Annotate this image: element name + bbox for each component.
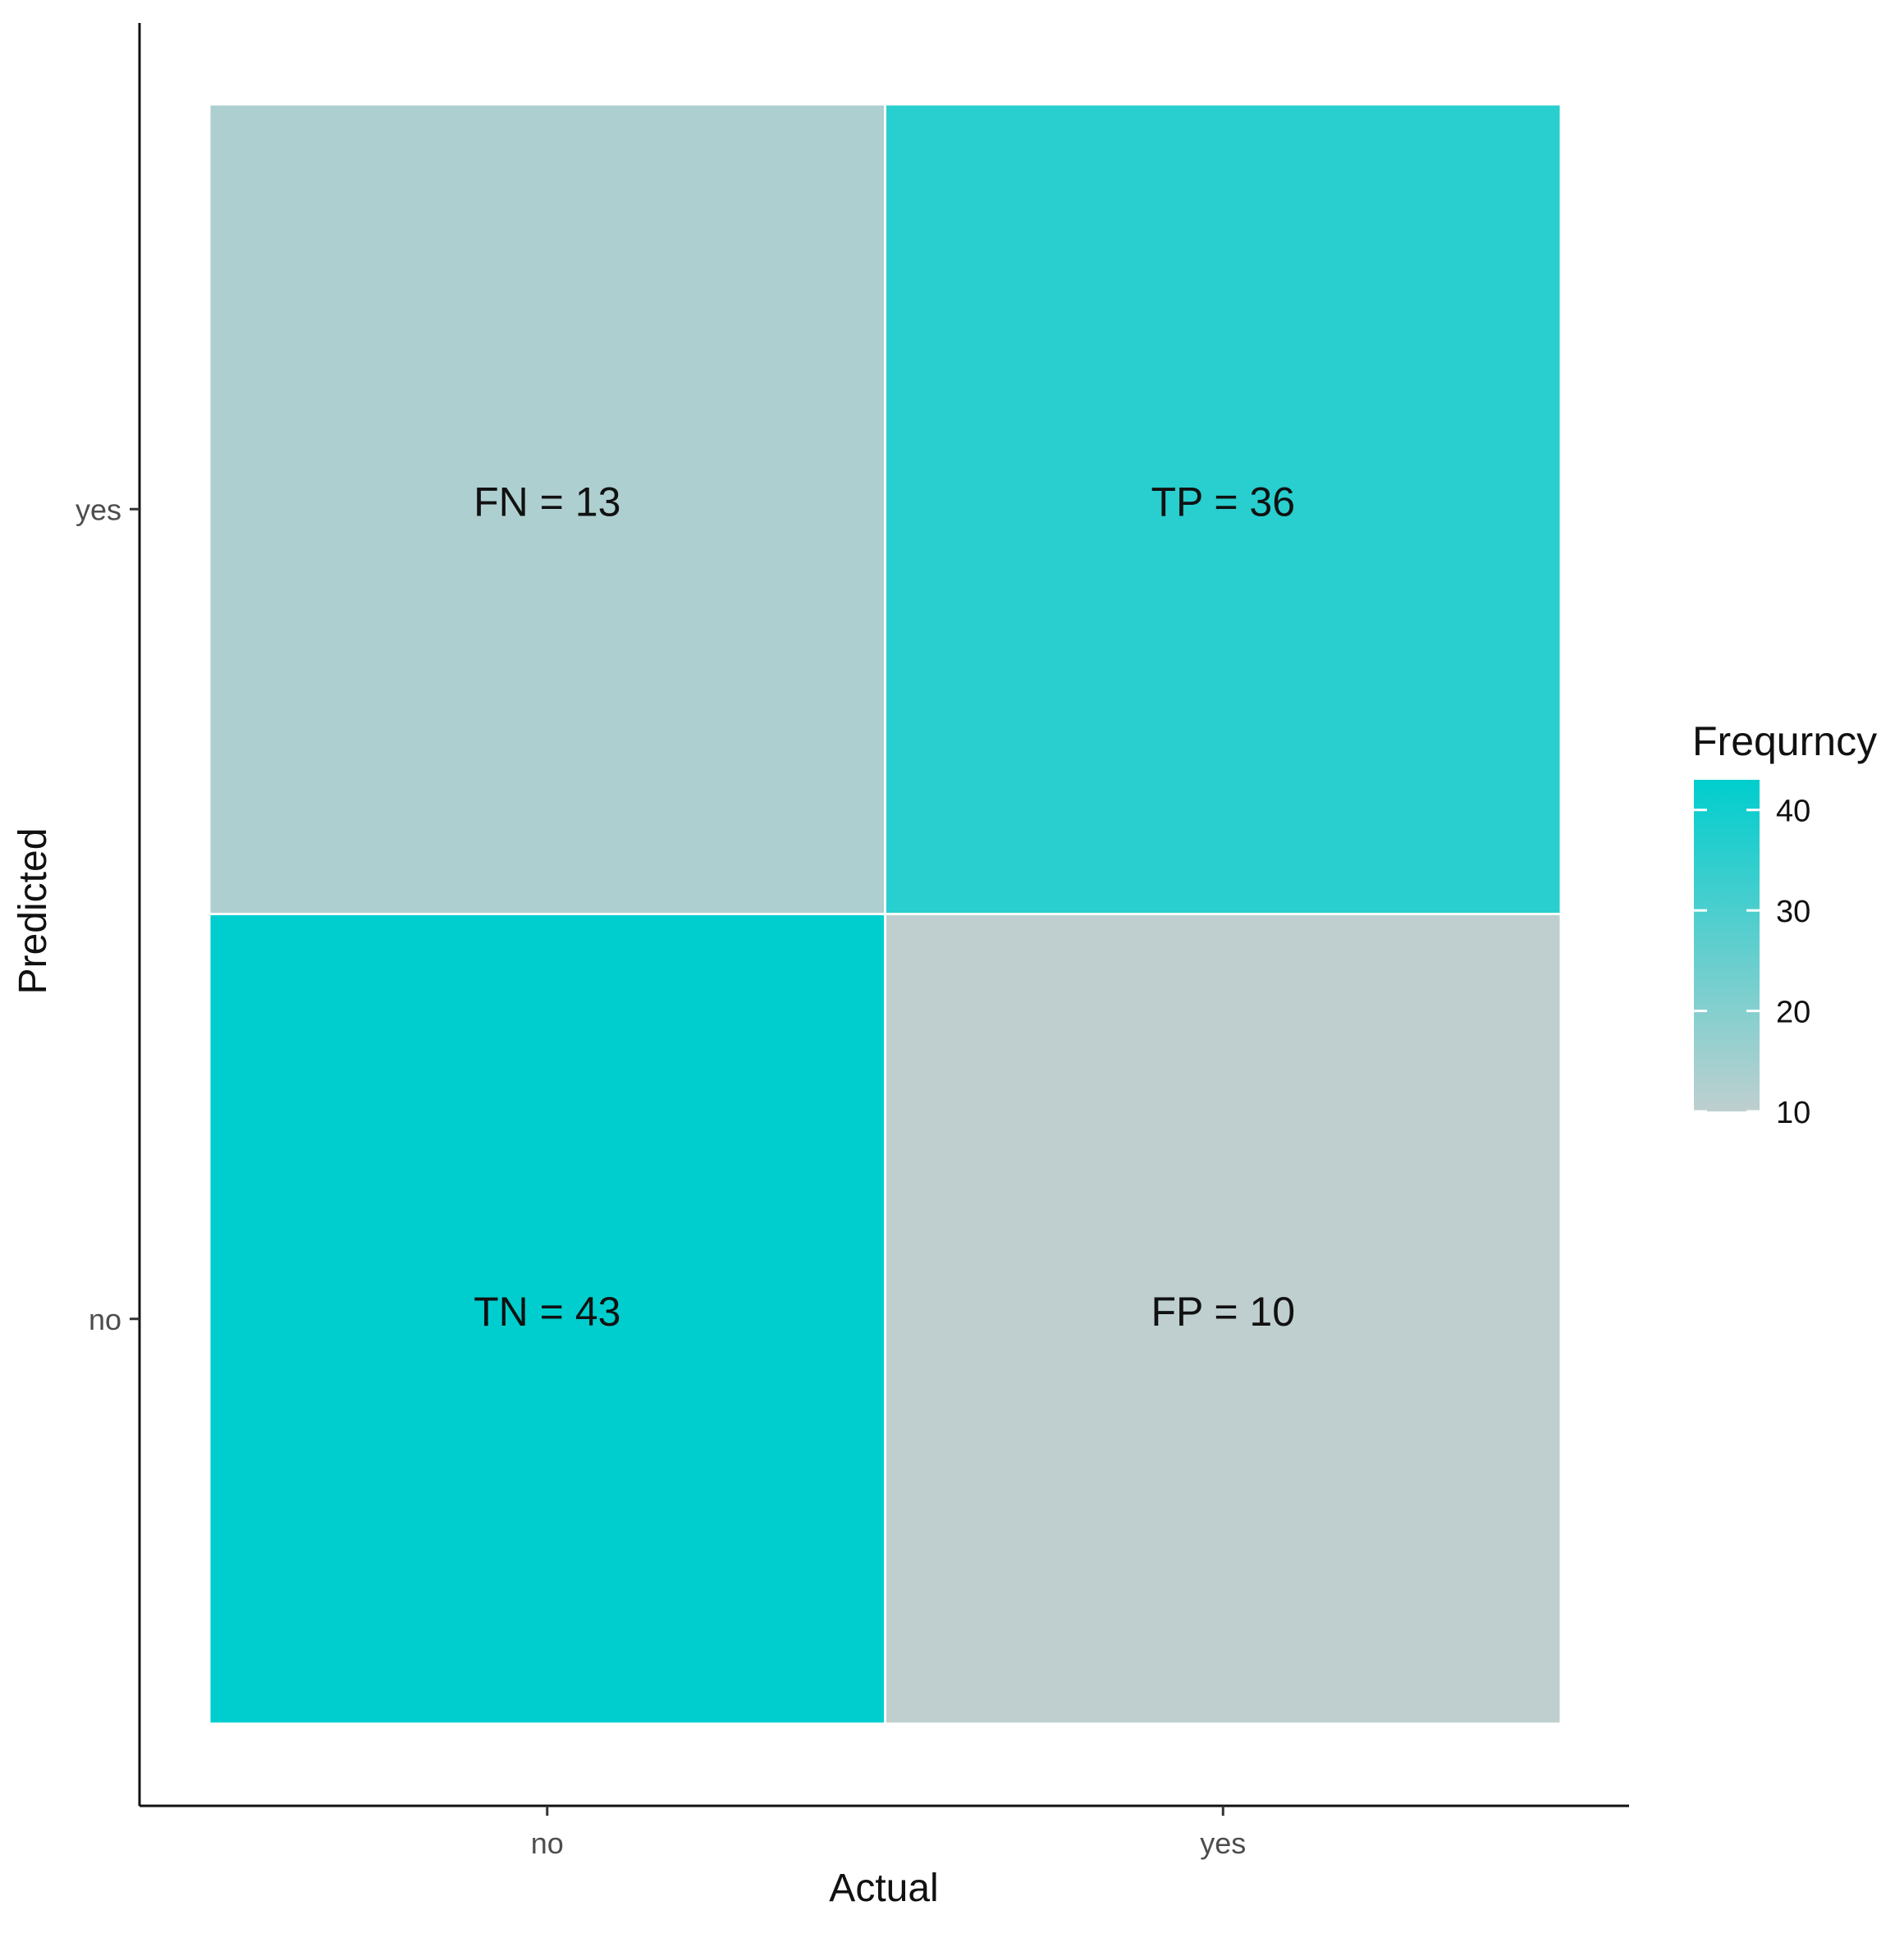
axes [138, 23, 1629, 1807]
cell-label-no-no: TN = 43 [474, 1289, 620, 1335]
legend: Frequrncy 10 20 30 40 [1692, 718, 1877, 1130]
cell-yes-no [884, 913, 1563, 1725]
legend-title: Frequrncy [1692, 718, 1877, 764]
x-tick-label-no: no [531, 1826, 564, 1860]
y-tick-label-yes: yes [76, 493, 121, 526]
cell-label-no-yes: FN = 13 [474, 479, 620, 525]
legend-label-40: 40 [1776, 795, 1810, 829]
axis-ticks: no yes no yes [76, 493, 1246, 1860]
heatmap-cells: FN = 13 TP = 36 TN = 43 FP = 10 [208, 103, 1563, 1725]
cell-no-yes [208, 103, 886, 915]
legend-colorbar [1694, 780, 1760, 1111]
y-tick-label-no: no [89, 1303, 121, 1336]
y-axis-title: Predicted [11, 828, 55, 995]
cell-label-yes-yes: TP = 36 [1151, 479, 1295, 525]
x-tick-label-yes: yes [1200, 1826, 1246, 1860]
cell-label-yes-no: FP = 10 [1151, 1289, 1295, 1335]
legend-label-10: 10 [1776, 1096, 1810, 1130]
cell-no-no [208, 913, 886, 1725]
legend-label-30: 30 [1776, 895, 1810, 929]
cell-yes-yes [884, 103, 1563, 915]
legend-label-20: 20 [1776, 996, 1810, 1030]
x-axis-title: Actual [829, 1867, 938, 1910]
